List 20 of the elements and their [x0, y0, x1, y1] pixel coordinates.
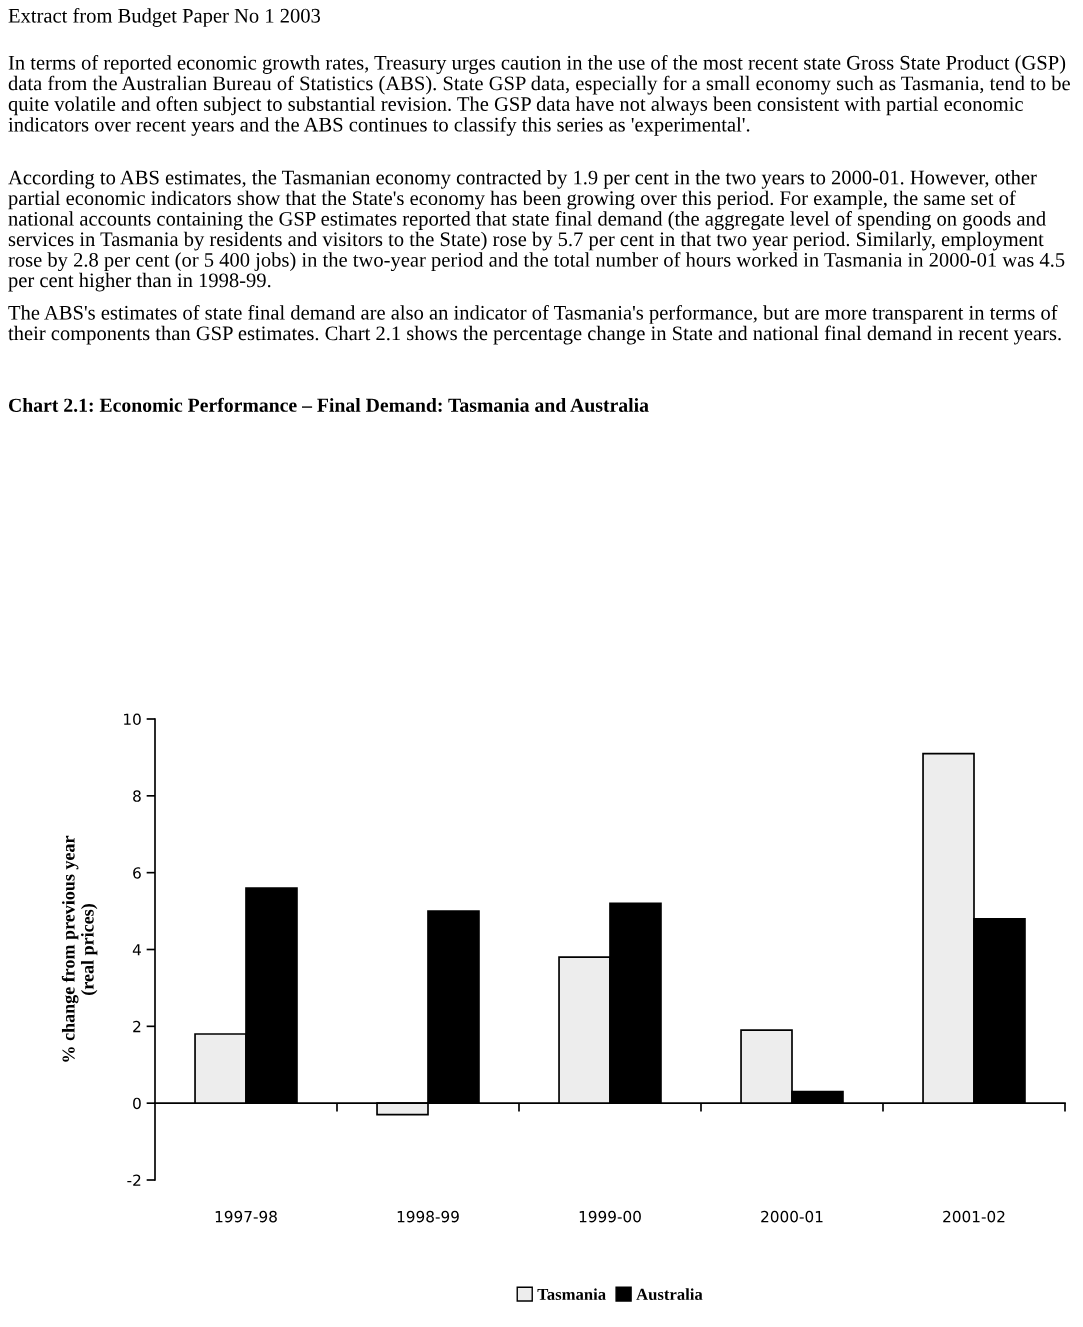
text: According to ABS estimates, the Tasmanian economy contracted by 1.9 per cent in the two years to 2000-01. However, other partial economic indicators show that the State's economy has been growing over this period. For example, the same set of national accounts containing the GSP estimates reported that state final demand (the aggregate level of spending on goods and services in Tasmania by residents and visitors to the State) rose by 5.7 per cent in that two year period. Similarly, employment rose by 2.8 per cent (or 5 400 jobs) in the two-year period and the total number of hours worked in Tasmania in 2000-01 was 4.5 per cent higher than in 1998-99.	[8, 170, 1065, 292]
legend-label: Australia	[636, 1288, 703, 1301]
y-tick-label: -2	[127, 1174, 141, 1186]
y-tick-label: 6	[133, 867, 141, 879]
text: In terms of reported economic growth rates, Treasury urges caution in the use of the most recent state Gross State Product (GSP) data from the Australian Bureau of Statistics (ABS). State GSP data, especially for a small economy such as Tasmania, tend to be quite volatile and often subject to substantial revision. The GSP data have not always been consistent with partial economic indicators over recent years and the ABS continues to classify this series as 'experimental'.	[8, 55, 1070, 136]
legend-label: Tasmania	[537, 1288, 606, 1301]
x-tick-label: 2000-01	[761, 1210, 823, 1223]
chart-title: Chart 2.1: Economic Performance – Final Demand: Tasmania and Australia	[8, 397, 649, 412]
x-tick-label: 1998-99	[397, 1210, 459, 1223]
y-tick-label: 0	[133, 1097, 141, 1110]
x-tick-label: 2001-02	[943, 1210, 1005, 1223]
text: Extract from Budget Paper No 1 2003	[8, 8, 321, 27]
y-tick-label: 8	[133, 790, 141, 802]
y-tick-label: 2	[133, 1020, 141, 1033]
x-tick-label: 1999-00	[579, 1210, 641, 1223]
y-tick-label: 10	[124, 713, 141, 726]
y-tick-label: 4	[132, 944, 141, 956]
text: The ABS's estimates of state final demand are also an indicator of Tasmania's performance, but are more transparent in terms of their components than GSP estimates. Chart 2.1 shows the percentage change in State and national final demand in recent years.	[8, 305, 1061, 345]
x-tick-label: 1997-98	[215, 1210, 277, 1223]
y-axis-title: % change from previous year (real prices)	[61, 835, 98, 1062]
